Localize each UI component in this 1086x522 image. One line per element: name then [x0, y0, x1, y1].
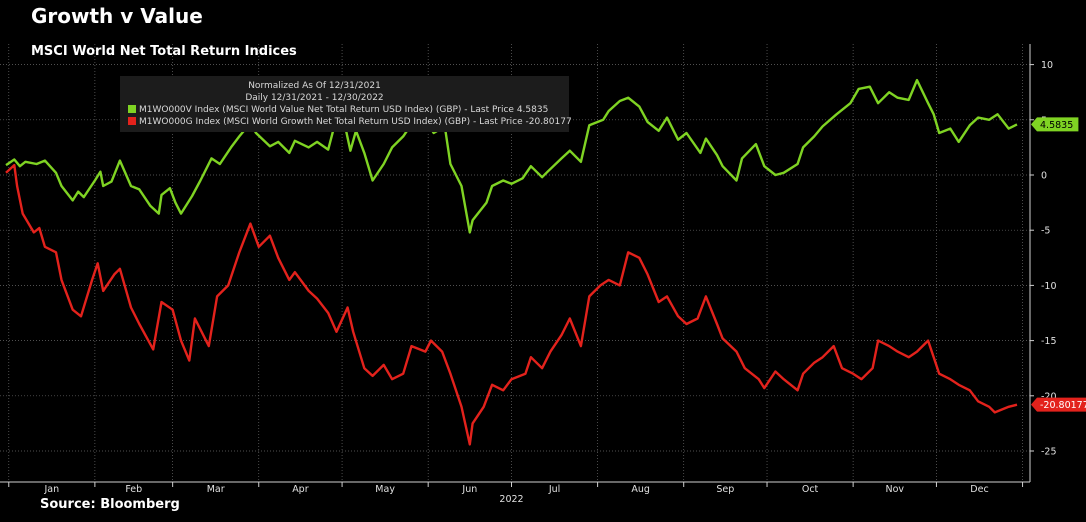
- legend-label-growth: M1WO000G Index (MSCI World Growth Net To…: [139, 117, 572, 127]
- series-lines: [5, 78, 1018, 446]
- x-tick-label: Feb: [125, 484, 142, 495]
- y-tick-label: -10: [1041, 281, 1057, 292]
- x-tick-label: Nov: [886, 484, 905, 495]
- y-tick-label: -20: [1041, 391, 1057, 402]
- chart-subtitle: MSCI World Net Total Return Indices: [31, 44, 297, 59]
- axes: 1050-5-10-15-20-25JanFebMarAprMayJunJulA…: [0, 44, 1057, 505]
- last-price-label-value: 4.5835: [1040, 120, 1073, 131]
- x-tick-label: May: [375, 484, 395, 495]
- last-price-tag-value: [1031, 117, 1079, 132]
- chart-title: Growth v Value: [31, 4, 203, 28]
- x-axis-label: 2022: [499, 494, 523, 505]
- last-price-label-growth: -20.80177: [1040, 400, 1086, 411]
- x-tick-label: Jul: [548, 484, 560, 495]
- source-note: Source: Bloomberg: [40, 497, 180, 512]
- x-tick-label: Oct: [802, 484, 819, 495]
- x-tick-label: Dec: [970, 484, 988, 495]
- y-tick-label: 10: [1041, 60, 1053, 71]
- legend: Normalized As Of 12/31/2021 Daily 12/31/…: [120, 76, 572, 132]
- y-tick-label: -25: [1041, 447, 1057, 458]
- x-tick-label: Mar: [207, 484, 225, 495]
- legend-swatch-value: [128, 105, 136, 113]
- x-tick-label: Jan: [44, 484, 60, 495]
- x-tick-label: Aug: [631, 484, 650, 495]
- legend-date-range: Daily 12/31/2021 - 12/30/2022: [245, 93, 384, 103]
- x-tick-label: Apr: [292, 484, 309, 495]
- x-tick-label: Jun: [461, 484, 477, 495]
- last-price-labels: 4.5835 -20.80177: [1031, 117, 1086, 412]
- y-tick-label: 0: [1041, 171, 1047, 182]
- legend-entry-growth: M1WO000G Index (MSCI World Growth Net To…: [120, 116, 572, 128]
- y-tick-label: -5: [1041, 226, 1050, 237]
- series-line-value: [5, 78, 1018, 234]
- legend-swatch-growth: [128, 117, 136, 125]
- y-tick-label: -15: [1041, 336, 1057, 347]
- legend-entry-value: M1WO000V Index (MSCI World Value Net Tot…: [120, 104, 569, 116]
- legend-label-value: M1WO000V Index (MSCI World Value Net Tot…: [139, 105, 549, 115]
- x-tick-label: Sep: [716, 484, 734, 495]
- last-price-tag-growth: [1031, 397, 1086, 412]
- legend-normalized: Normalized As Of 12/31/2021: [248, 81, 381, 91]
- series-line-growth: [5, 163, 1018, 446]
